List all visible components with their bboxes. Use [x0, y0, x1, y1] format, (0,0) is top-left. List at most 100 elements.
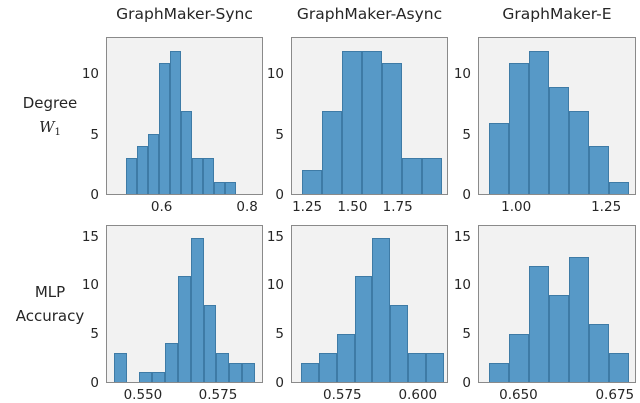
histogram-bar — [165, 343, 178, 382]
plot-area — [291, 225, 448, 383]
column-title-graphmaker-sync: GraphMaker-Sync — [116, 5, 253, 23]
histogram-bar — [529, 51, 550, 194]
y-tick-label: 10 — [266, 66, 284, 83]
histogram-bar — [336, 333, 355, 382]
plot-area — [478, 37, 636, 195]
histogram-bar — [318, 353, 337, 382]
histogram-bar — [214, 182, 226, 194]
y-tick-label: 15 — [266, 228, 284, 245]
y-tick-label: 10 — [81, 66, 99, 83]
x-tick-label: 1.25 — [591, 199, 622, 215]
plot-area — [106, 225, 263, 383]
x-tick-label: 0.650 — [499, 387, 538, 403]
y-tick-label: 5 — [275, 126, 284, 143]
histogram-mlp-sync: 0 5 10 15 0.550 0.575 — [82, 225, 263, 403]
y-tick-label: 0 — [462, 375, 471, 391]
histogram-bar — [390, 304, 409, 382]
histogram-mlp-async: 0 5 10 15 0.575 0.600 — [267, 225, 448, 403]
row-label-mlp-accuracy: MLP Accuracy — [0, 225, 100, 383]
histogram-bar — [229, 362, 243, 382]
x-tick-label: 1.75 — [382, 199, 413, 215]
histogram-bar — [589, 146, 610, 194]
y-tick-label: 0 — [90, 375, 99, 391]
row-label-accuracy-text: Accuracy — [15, 307, 85, 325]
histogram-degree-sync: 0 5 10 0.6 0.8 — [82, 37, 263, 215]
x-tick-label: 1.50 — [337, 199, 368, 215]
histogram-bar — [402, 158, 423, 194]
histogram-mlp-e: 0 5 10 15 0.650 0.675 — [454, 225, 636, 403]
histogram-bar — [608, 353, 629, 382]
histogram-bar — [382, 63, 403, 194]
histogram-bar — [548, 295, 569, 382]
y-tick-label: 0 — [90, 187, 99, 203]
histogram-bar — [322, 110, 343, 194]
histogram-bar — [509, 63, 530, 194]
y-tick-label: 15 — [81, 228, 99, 245]
x-tick-label: 0.550 — [123, 387, 163, 403]
y-tick-label: 5 — [462, 326, 471, 343]
histogram-bar — [190, 237, 204, 382]
histogram-bar — [588, 324, 609, 382]
column-title-graphmaker-e: GraphMaker-E — [502, 5, 612, 23]
y-tick-label: 5 — [90, 126, 99, 143]
y-tick-label: 10 — [453, 66, 471, 83]
histogram-degree-e: 0 5 10 1.00 1.25 — [454, 37, 636, 215]
histogram-bar — [203, 158, 215, 194]
y-tick-label: 10 — [266, 277, 284, 294]
histogram-bar — [137, 146, 149, 194]
y-tick-label: 10 — [453, 277, 471, 294]
histogram-bar — [372, 237, 391, 382]
row-label-w1-math: W1 — [39, 118, 61, 138]
histogram-bar — [362, 51, 383, 194]
x-tick-label: 1.25 — [292, 199, 323, 215]
histogram-bar — [508, 333, 529, 382]
histogram-bar — [139, 372, 153, 382]
histogram-bar — [342, 51, 363, 194]
histogram-bar — [177, 276, 191, 382]
column-title-graphmaker-async: GraphMaker-Async — [296, 5, 443, 23]
histogram-bar — [203, 304, 217, 382]
y-tick-label: 15 — [453, 228, 471, 245]
histogram-bar — [488, 362, 509, 382]
histogram-bar — [609, 182, 630, 194]
x-tick-label: 0.575 — [198, 387, 238, 403]
histogram-bar — [159, 63, 171, 194]
plot-area — [478, 225, 636, 383]
y-tick-label: 10 — [81, 277, 99, 294]
histogram-bar — [225, 182, 237, 194]
y-tick-label: 5 — [90, 326, 99, 343]
histogram-bar — [148, 134, 160, 194]
histogram-bar — [408, 353, 427, 382]
histogram-bar — [113, 353, 127, 382]
y-tick-label: 0 — [275, 187, 284, 203]
histogram-bar — [422, 158, 443, 194]
row-label-degree-w1: Degree W1 — [0, 37, 100, 195]
row-label-degree-text: Degree — [22, 94, 78, 112]
histogram-bar — [549, 86, 570, 194]
histogram-bar — [354, 276, 373, 382]
histogram-bar — [569, 110, 590, 194]
y-tick-label: 0 — [275, 375, 284, 391]
histogram-bar — [170, 51, 182, 194]
histogram-degree-async: 0 5 10 1.25 1.50 1.75 — [267, 37, 448, 215]
histogram-bar — [568, 256, 589, 382]
histogram-bar — [181, 110, 193, 194]
histogram-bar — [192, 158, 204, 194]
y-tick-label: 5 — [275, 326, 284, 343]
histogram-bar — [426, 353, 444, 382]
x-tick-label: 0.600 — [398, 387, 438, 403]
plot-area — [291, 37, 448, 195]
histogram-bar — [242, 362, 255, 382]
histogram-bar — [126, 158, 138, 194]
histogram-bar — [152, 372, 166, 382]
x-tick-label: 0.575 — [322, 387, 362, 403]
y-tick-label: 0 — [462, 187, 471, 203]
x-tick-label: 1.00 — [501, 199, 532, 215]
histogram-bar — [216, 353, 230, 382]
y-tick-label: 5 — [462, 126, 471, 143]
x-tick-label: 0.675 — [595, 387, 635, 403]
x-tick-label: 0.8 — [236, 199, 258, 215]
histogram-bar — [300, 362, 319, 382]
histogram-bar — [488, 122, 509, 194]
